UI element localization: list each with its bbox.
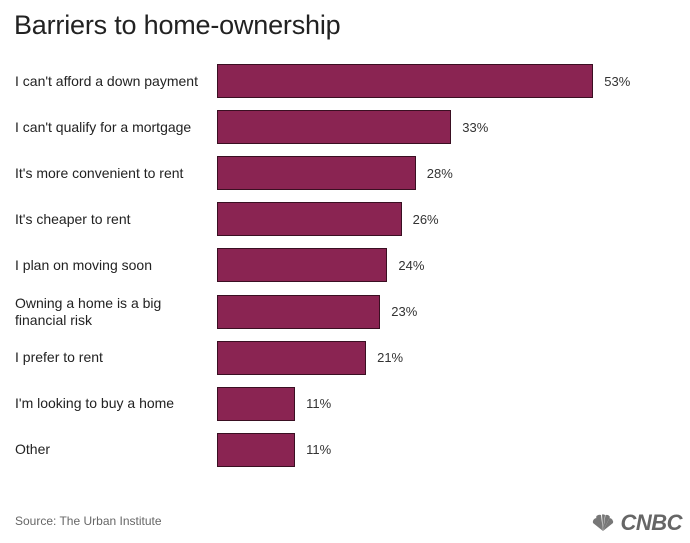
category-label: Owning a home is a big financial risk bbox=[15, 294, 162, 328]
source-note: Source: The Urban Institute bbox=[15, 514, 162, 528]
bar bbox=[217, 294, 381, 329]
value-label: 24% bbox=[398, 257, 425, 273]
bar bbox=[217, 340, 367, 375]
category-label: Other bbox=[15, 441, 51, 458]
category-label: I can't qualify for a mortgage bbox=[15, 118, 192, 135]
value-label: 26% bbox=[412, 211, 439, 227]
value-label: 33% bbox=[462, 119, 489, 135]
category-label: I prefer to rent bbox=[15, 349, 103, 366]
bar bbox=[217, 156, 416, 191]
logo-text: CNBC bbox=[620, 510, 682, 535]
category-label: It's more convenient to rent bbox=[15, 164, 184, 181]
category-label: I can't afford a down payment bbox=[15, 72, 198, 89]
category-label: It's cheaper to rent bbox=[15, 210, 131, 227]
bar bbox=[217, 248, 388, 283]
nbc-peacock-icon bbox=[593, 514, 614, 531]
chart-title: Barriers to home-ownership bbox=[14, 10, 341, 40]
category-label: I plan on moving soon bbox=[15, 256, 152, 273]
bar bbox=[217, 110, 452, 145]
value-label: 21% bbox=[377, 350, 404, 366]
value-label: 11% bbox=[306, 442, 332, 458]
bar bbox=[217, 386, 296, 421]
bar bbox=[217, 202, 402, 237]
value-label: 53% bbox=[604, 73, 631, 89]
value-label: 28% bbox=[426, 165, 453, 181]
category-label: I'm looking to buy a home bbox=[15, 395, 175, 412]
value-label: 23% bbox=[391, 304, 418, 319]
bar bbox=[217, 64, 594, 98]
bar bbox=[217, 432, 296, 467]
value-label: 11% bbox=[306, 396, 332, 412]
cnbc-logo: CNBC bbox=[590, 510, 682, 536]
